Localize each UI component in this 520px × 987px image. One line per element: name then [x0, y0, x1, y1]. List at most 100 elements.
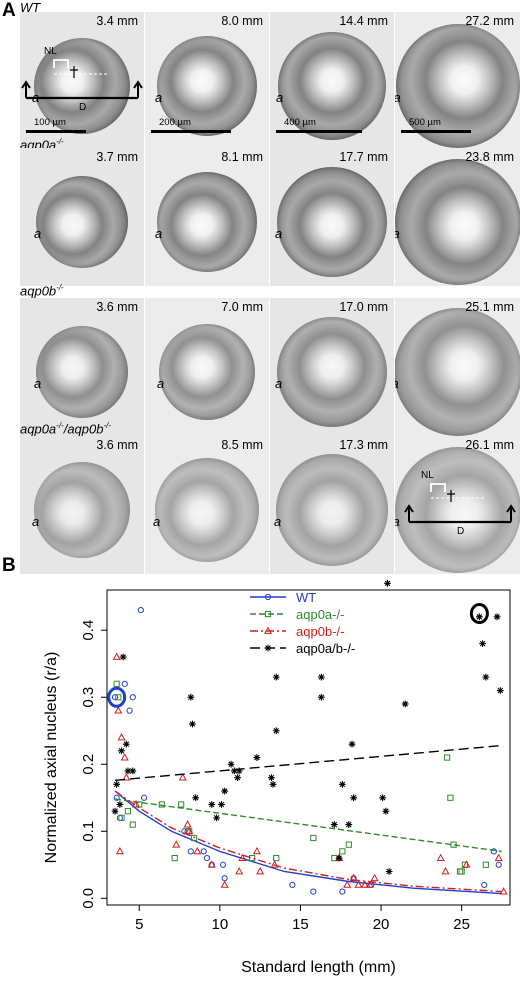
- data-point: [264, 610, 272, 618]
- lens-micrograph: 17.3 mm a: [270, 436, 394, 574]
- data-point: [482, 673, 490, 681]
- genotype-label: aqp0b-/-: [20, 283, 64, 299]
- data-point: [178, 773, 187, 781]
- nl-d-annotation: [21, 59, 143, 100]
- genotype-label: WT: [20, 0, 41, 15]
- axis-a-label: a: [34, 376, 42, 391]
- d-label: D: [457, 526, 465, 537]
- fit-line: [114, 790, 502, 893]
- lens-image: [395, 308, 520, 436]
- lens-micrograph: 8.0 mm a 200 µm: [145, 12, 269, 150]
- data-point: [263, 626, 273, 634]
- scale-bar: [151, 130, 231, 133]
- data-point: [140, 794, 148, 801]
- data-point: [235, 867, 244, 875]
- data-point: [189, 720, 196, 728]
- lens-micrograph: 25.1 mm a: [395, 298, 520, 436]
- data-point: [208, 801, 216, 808]
- y-tick-label: 0.4: [80, 620, 97, 641]
- panel-a-letter: A: [2, 0, 16, 21]
- axis-a-label: a: [274, 514, 282, 529]
- data-point: [207, 860, 216, 868]
- data-point: [124, 767, 132, 775]
- lens-image: [277, 317, 387, 427]
- lens-micrograph: 3.4 mm a 100 µm NL D: [20, 12, 144, 150]
- plot-frame: [106, 589, 511, 906]
- x-tick-label: 25: [453, 916, 470, 933]
- data-point: [221, 875, 228, 882]
- data-point: [115, 694, 122, 701]
- data-point: [115, 846, 124, 855]
- micrograph-row: 3.6 mm a 8.5 mm a 17.3 mm a 26.1 mm a NL D: [20, 436, 520, 574]
- data-point: [118, 814, 125, 821]
- lens-micrograph: 27.2 mm a 500 µm: [395, 12, 520, 150]
- data-point: [495, 861, 502, 868]
- standard-length-label: 23.8 mm: [465, 150, 514, 164]
- data-point: [230, 767, 238, 775]
- lens-micrograph: 3.7 mm a: [20, 148, 144, 286]
- x-tick-label: 15: [292, 916, 309, 933]
- lens-micrograph: 8.5 mm a: [145, 436, 269, 574]
- data-point: [264, 593, 272, 601]
- lens-image: [36, 326, 128, 418]
- data-point: [482, 861, 489, 868]
- y-tick-label: 0.0: [80, 888, 97, 909]
- data-point: [111, 694, 119, 701]
- data-point: [252, 846, 261, 855]
- data-point: [310, 834, 317, 842]
- lens-micrograph: 23.8 mm a: [395, 148, 520, 286]
- axis-a-label: a: [395, 90, 401, 105]
- axis-a-label: a: [275, 376, 283, 391]
- d-label: D: [79, 102, 87, 113]
- standard-length-label: 17.3 mm: [339, 438, 388, 452]
- axis-a-label: a: [155, 226, 163, 241]
- data-point: [345, 841, 352, 848]
- data-point: [248, 854, 256, 862]
- data-point: [444, 754, 451, 761]
- data-point: [462, 860, 471, 868]
- fit-line: [115, 744, 502, 781]
- data-point: [256, 867, 265, 875]
- data-point: [310, 888, 317, 895]
- data-point: [490, 848, 497, 855]
- data-point: [450, 841, 457, 848]
- x-tick-label: 20: [373, 916, 390, 933]
- data-point: [114, 706, 123, 714]
- data-point: [456, 868, 464, 875]
- standard-length-label: 14.4 mm: [339, 14, 388, 28]
- data-point: [120, 753, 129, 761]
- data-point: [339, 848, 346, 855]
- data-point: [185, 826, 194, 835]
- data-point: [119, 653, 127, 661]
- lens-micrograph: 26.1 mm a NL D: [395, 436, 520, 574]
- data-point: [338, 780, 346, 788]
- lens-micrograph: 3.6 mm a: [20, 436, 144, 574]
- lens-image: [157, 172, 257, 272]
- data-point: [129, 767, 137, 775]
- data-point: [382, 807, 390, 815]
- data-point: [253, 754, 261, 761]
- data-point: [113, 780, 121, 788]
- axis-a-label: a: [153, 514, 161, 529]
- data-point: [401, 700, 409, 708]
- data-point: [268, 774, 275, 782]
- fit-line: [115, 798, 502, 853]
- data-point: [264, 644, 272, 652]
- data-point: [289, 881, 296, 888]
- data-point: [183, 820, 192, 828]
- scale-bar: [401, 130, 471, 133]
- lens-image: [395, 159, 520, 285]
- axis-a-label: a: [395, 514, 400, 529]
- standard-length-label: 26.1 mm: [465, 438, 514, 452]
- data-point: [122, 773, 131, 781]
- data-point: [238, 853, 247, 861]
- scale-bar-label: 200 µm: [159, 117, 191, 128]
- data-point: [317, 673, 325, 681]
- x-axis-label: Standard length (mm): [241, 959, 396, 976]
- data-point: [113, 680, 120, 687]
- data-point: [129, 821, 136, 828]
- nl-label: NL: [44, 46, 57, 57]
- data-point: [349, 873, 358, 882]
- y-tick-label: 0.3: [80, 687, 97, 708]
- data-point: [479, 640, 486, 648]
